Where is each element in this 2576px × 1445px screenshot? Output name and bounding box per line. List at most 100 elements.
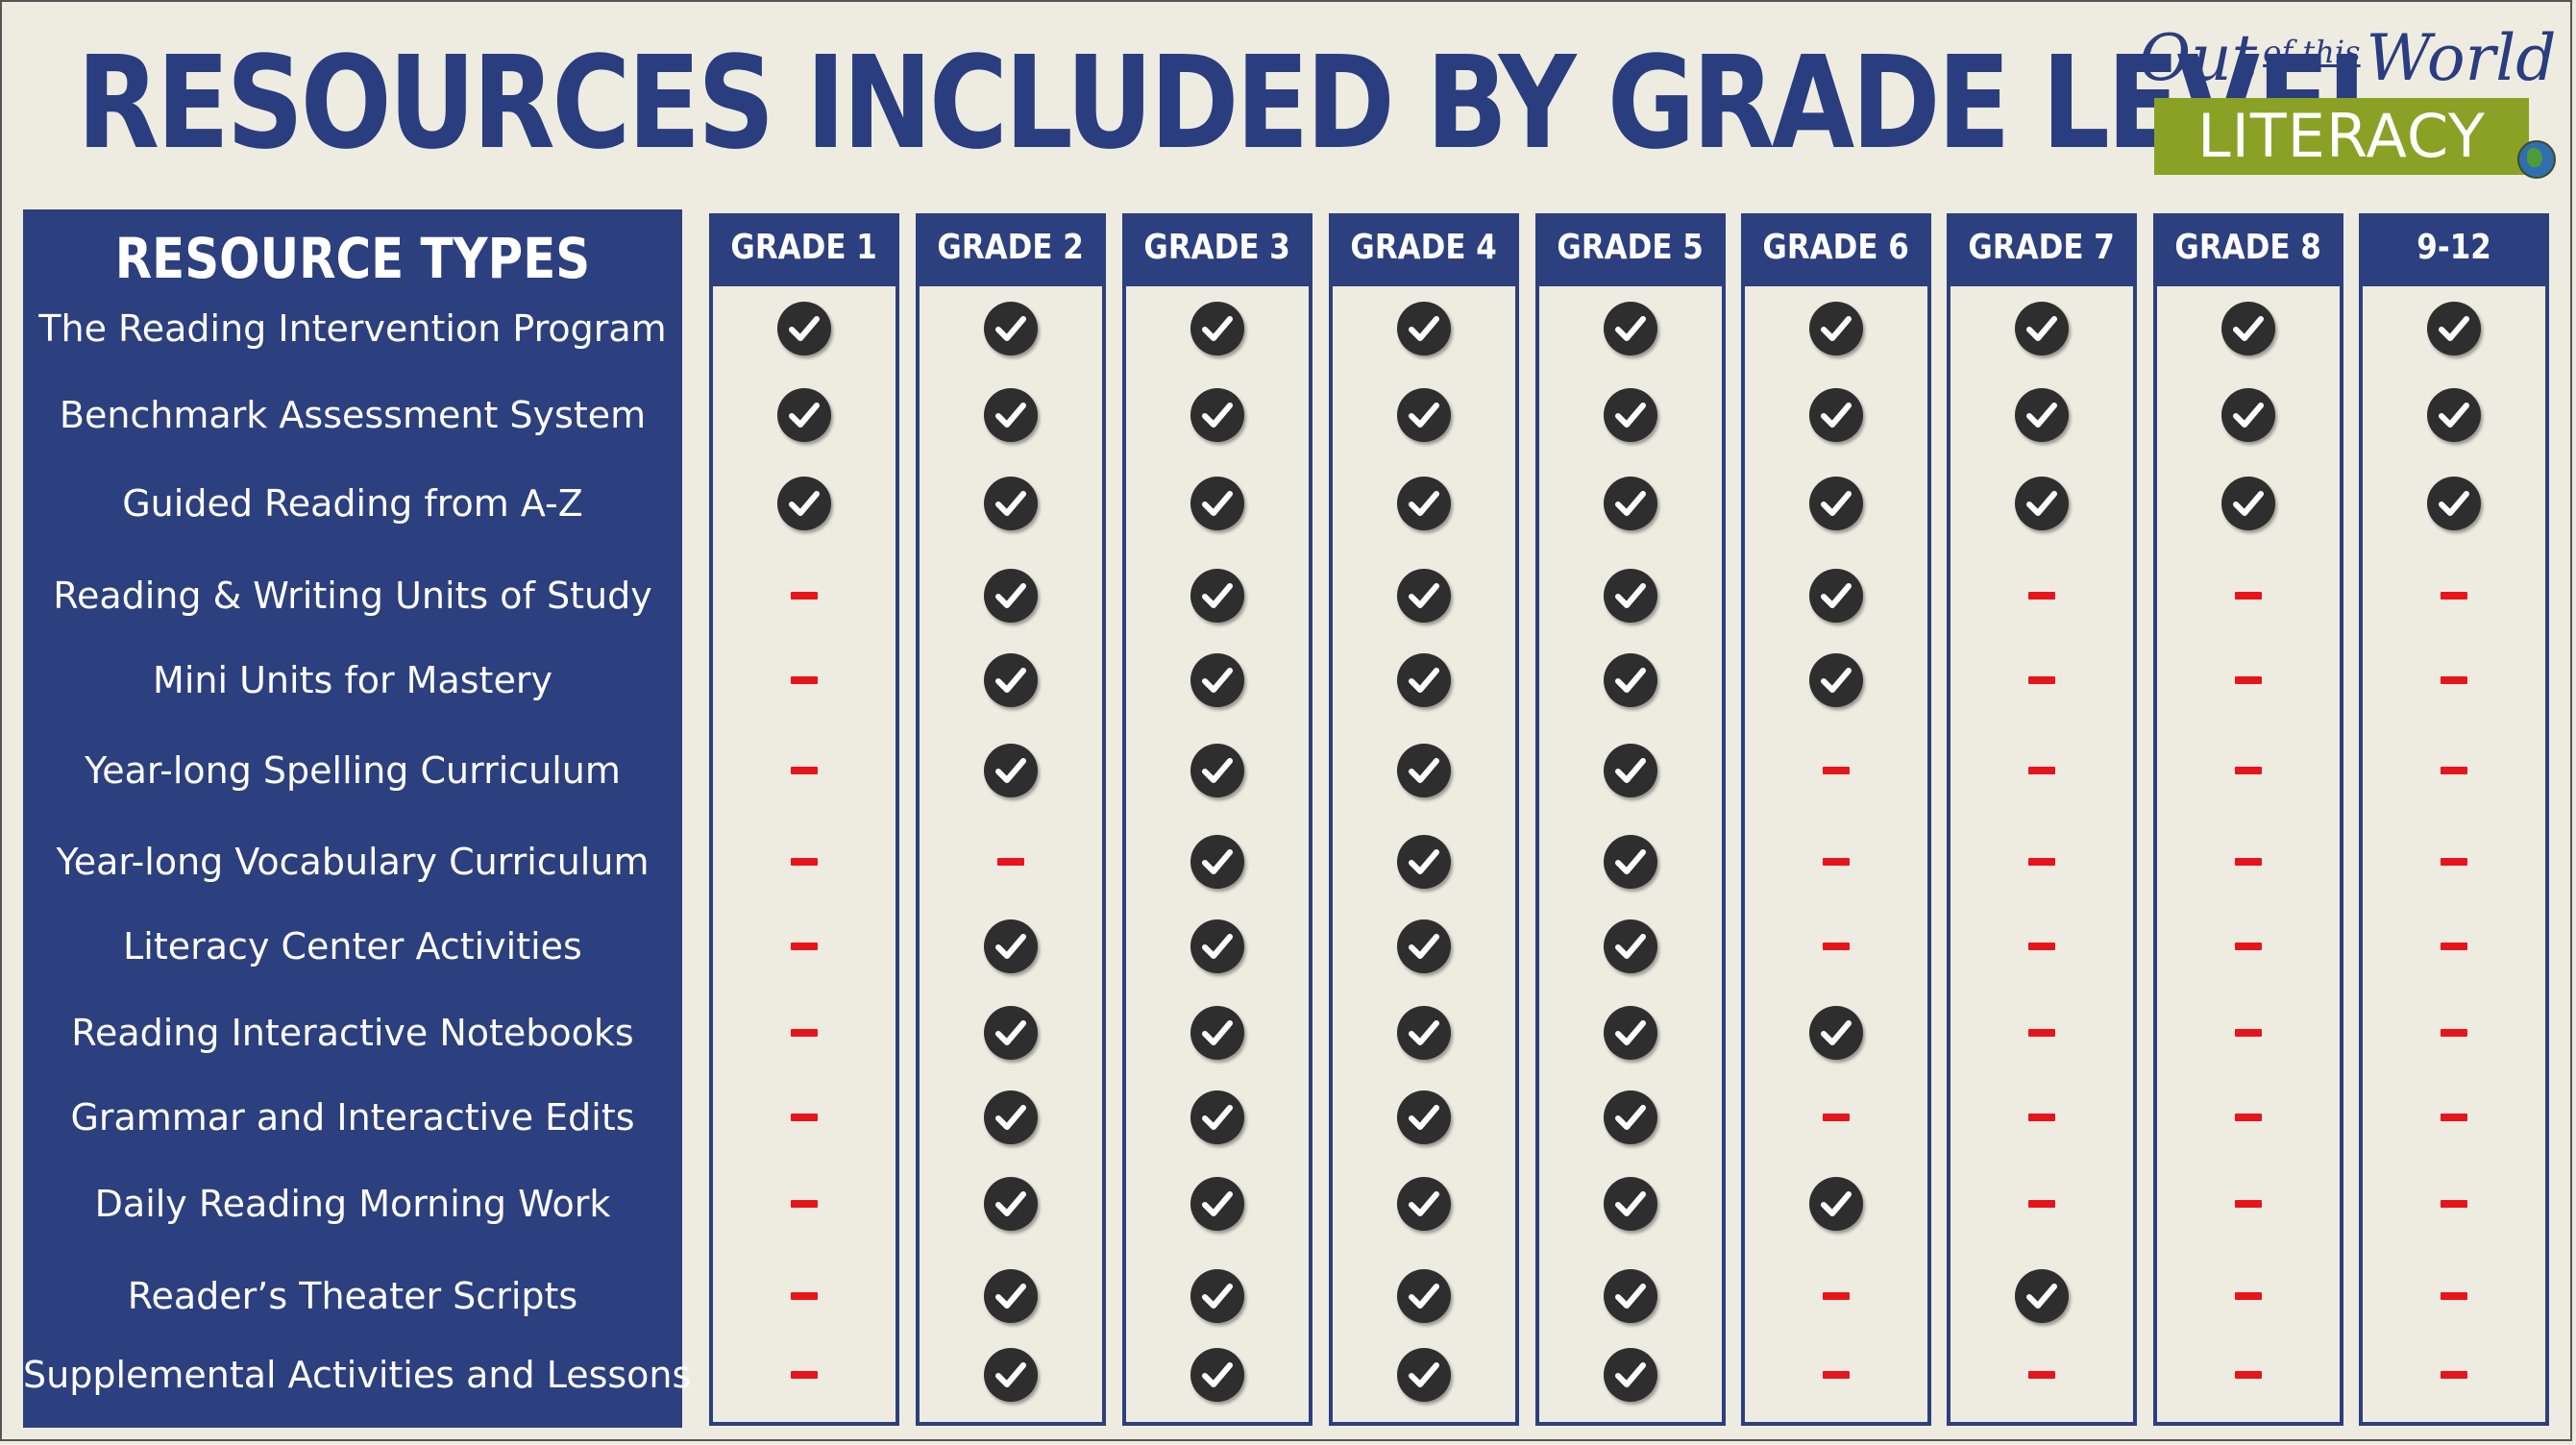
grade-header: GRADE 6 [1745, 217, 1927, 286]
check-circle-icon [1809, 653, 1863, 707]
grade-header-label: GRADE 4 [1350, 228, 1498, 267]
check-circle-icon [1604, 744, 1657, 797]
dash-icon [997, 858, 1024, 866]
dash-icon [1823, 1114, 1850, 1121]
dash-icon [2235, 858, 2262, 866]
resource-label: Supplemental Activities and Lessons [23, 1354, 692, 1396]
check-circle-icon [1190, 388, 1244, 442]
check-circle-icon [1397, 477, 1451, 530]
check-circle-icon [1397, 744, 1451, 797]
grade-header: GRADE 3 [1126, 217, 1309, 286]
check-circle-icon [1190, 835, 1244, 889]
dash-icon [791, 1200, 818, 1208]
page-title: RESOURCES INCLUDED BY GRADE LEVEL [77, 30, 2395, 178]
check-circle-icon [1604, 1177, 1657, 1231]
check-circle-icon [984, 1090, 1038, 1144]
check-circle-icon [2427, 477, 2481, 530]
dash-icon [2441, 592, 2467, 600]
check-circle-icon [984, 653, 1038, 707]
check-circle-icon [1397, 1348, 1451, 1402]
grade-header: GRADE 1 [713, 217, 895, 286]
check-circle-icon [2427, 388, 2481, 442]
check-circle-icon [2221, 302, 2275, 355]
dash-icon [791, 858, 818, 866]
check-circle-icon [1190, 302, 1244, 355]
grade-header-label: GRADE 1 [730, 228, 878, 267]
logo-word-world: World [2366, 21, 2557, 95]
grade-header: GRADE 8 [2157, 217, 2340, 286]
grade-header-label: GRADE 7 [1968, 228, 2116, 267]
dash-icon [2441, 767, 2467, 774]
check-circle-icon [1809, 1006, 1863, 1060]
resource-label: The Reading Intervention Program [38, 307, 667, 350]
check-circle-icon [1397, 1006, 1451, 1060]
resource-label: Literacy Center Activities [123, 925, 582, 967]
check-circle-icon [1604, 653, 1657, 707]
check-circle-icon [1397, 1269, 1451, 1323]
check-circle-icon [1809, 569, 1863, 623]
check-circle-icon [1190, 569, 1244, 623]
dash-icon [2441, 858, 2467, 866]
grade-header: GRADE 4 [1333, 217, 1515, 286]
grade-header-label: GRADE 5 [1557, 228, 1705, 267]
dash-icon [2028, 1114, 2055, 1121]
dash-icon [2441, 1200, 2467, 1208]
check-circle-icon [1809, 388, 1863, 442]
check-circle-icon [984, 1177, 1038, 1231]
check-circle-icon [1809, 1177, 1863, 1231]
check-circle-icon [1397, 302, 1451, 355]
resource-label: Mini Units for Mastery [153, 659, 552, 701]
check-circle-icon [1604, 302, 1657, 355]
dash-icon [2028, 1029, 2055, 1037]
check-circle-icon [2015, 477, 2069, 530]
dash-icon [2028, 1371, 2055, 1379]
check-circle-icon [984, 302, 1038, 355]
resource-label: Daily Reading Morning Work [94, 1183, 611, 1225]
grade-header: 9-12 [2363, 217, 2545, 286]
dash-icon [2028, 858, 2055, 866]
resource-label: Grammar and Interactive Edits [70, 1096, 635, 1139]
dash-icon [2235, 676, 2262, 684]
check-circle-icon [1604, 388, 1657, 442]
check-circle-icon [2015, 302, 2069, 355]
dash-icon [2441, 1292, 2467, 1300]
check-circle-icon [777, 302, 831, 355]
check-circle-icon [1190, 919, 1244, 973]
dash-icon [1823, 1292, 1850, 1300]
resource-types-header: RESOURCE TYPES [114, 226, 591, 291]
check-circle-icon [1190, 1090, 1244, 1144]
dash-icon [2028, 1200, 2055, 1208]
globe-icon [2517, 140, 2556, 179]
check-circle-icon [1190, 1348, 1244, 1402]
dash-icon [791, 676, 818, 684]
dash-icon [2235, 1114, 2262, 1121]
resource-label: Year-long Vocabulary Curriculum [56, 841, 650, 883]
dash-icon [2441, 943, 2467, 950]
grade-header-label: GRADE 6 [1762, 228, 1910, 267]
dash-icon [1823, 943, 1850, 950]
check-circle-icon [2015, 388, 2069, 442]
logo-literacy-band: LITERACY [2154, 98, 2529, 175]
dash-icon [2028, 767, 2055, 774]
check-circle-icon [984, 744, 1038, 797]
check-circle-icon [1604, 1006, 1657, 1060]
logo-word-of-this: of this [2263, 34, 2361, 70]
dash-icon [2441, 1371, 2467, 1379]
check-circle-icon [1397, 569, 1451, 623]
check-circle-icon [1397, 1090, 1451, 1144]
grade-header-label: 9-12 [2417, 228, 2491, 267]
check-circle-icon [1604, 1269, 1657, 1323]
dash-icon [2235, 1029, 2262, 1037]
check-circle-icon [777, 477, 831, 530]
grade-header-label: GRADE 8 [2174, 228, 2322, 267]
logo-word-out: Out [2139, 21, 2258, 95]
dash-icon [791, 767, 818, 774]
check-circle-icon [1809, 302, 1863, 355]
dash-icon [2235, 1200, 2262, 1208]
check-circle-icon [1190, 1269, 1244, 1323]
check-circle-icon [984, 1348, 1038, 1402]
check-circle-icon [1190, 744, 1244, 797]
check-circle-icon [1397, 388, 1451, 442]
dash-icon [1823, 858, 1850, 866]
check-circle-icon [1397, 1177, 1451, 1231]
